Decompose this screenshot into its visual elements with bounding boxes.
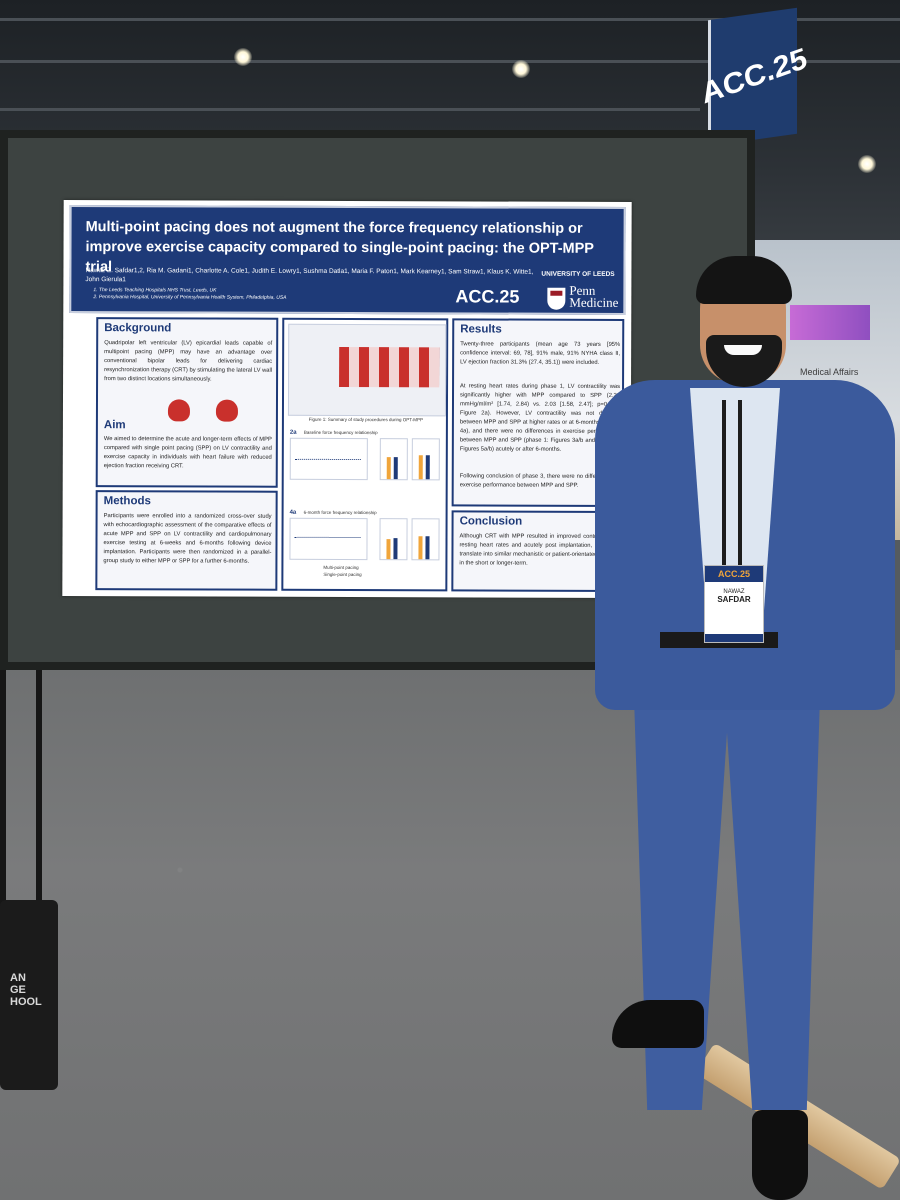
affiliation-2: 2. Pennsylvania Hospital, University of … — [93, 294, 287, 301]
fig2-title: Baseline force frequency relationship — [303, 429, 378, 436]
bar-mark — [425, 455, 430, 480]
acc-hanging-sign: ACC.25 — [698, 7, 810, 147]
bar-mark — [418, 536, 423, 560]
background-heading: Background — [104, 322, 172, 335]
badge-first-name: NAWAZ — [723, 589, 745, 595]
ceiling-truss — [0, 60, 900, 63]
results-heading: Results — [460, 323, 502, 336]
ceiling-truss — [0, 18, 900, 21]
ceiling-light — [512, 60, 530, 78]
fig5b-bar-chart — [411, 518, 440, 561]
badge-lanyard — [722, 400, 742, 568]
poster-affiliations: 1. The Leeds Teaching Hospitals NHS Trus… — [93, 287, 453, 302]
fig3b-bar-chart — [411, 438, 440, 481]
background-sign: Medical Affairs — [800, 367, 859, 377]
fig5a-bar-chart — [379, 518, 408, 561]
bar-mark — [386, 457, 391, 480]
bar-mark — [386, 539, 391, 560]
bar-mark — [425, 536, 430, 560]
conference-logo: ACC.25 — [455, 286, 520, 307]
methods-box: Methods Participants were enrolled into … — [95, 490, 278, 591]
figures-box: Figure 1: Summary of study procedures du… — [281, 317, 449, 592]
procedure-hearts — [339, 346, 440, 388]
heart-icon — [215, 399, 238, 422]
fig4-title: 6-month force frequency relationship — [303, 509, 377, 516]
fig4-line-chart — [289, 517, 368, 561]
legend-spp: Single-point pacing — [323, 571, 362, 578]
bar-mark — [393, 538, 398, 560]
fig2-series-line — [294, 458, 361, 461]
poster-authors: Nawaz Z. Safdar1,2, Ria M. Gadani1, Char… — [85, 267, 534, 284]
heart-icon — [167, 399, 190, 422]
badge-event: ACC.25 — [705, 566, 763, 582]
background-box: Background Quadripolar left ventricular … — [95, 317, 279, 488]
acc-sign-text: ACC.25 — [698, 42, 810, 111]
aim-heading: Aim — [103, 419, 126, 432]
tote-bag: AN GE HOOL — [0, 900, 58, 1090]
badge-last-name: SAFDAR — [717, 595, 751, 604]
fig4-label: 4a — [289, 509, 297, 516]
poster-header: Multi-point pacing does not augment the … — [69, 205, 626, 315]
penn-medicine-logo: Penn Medicine — [569, 282, 619, 310]
ceiling-truss — [0, 108, 700, 111]
exhibit-banner — [790, 305, 870, 340]
ceiling-light — [234, 48, 252, 66]
ceiling-light — [858, 155, 876, 173]
presenter-hair — [696, 256, 792, 304]
bag-text: AN GE HOOL — [10, 972, 42, 1008]
aim-text: We aimed to determine the acute and long… — [103, 436, 272, 470]
methods-heading: Methods — [103, 495, 151, 508]
presenter-smile — [724, 345, 762, 355]
penn-shield-icon — [547, 287, 566, 310]
university-logo-text: UNIVERSITY OF LEEDS — [541, 270, 615, 278]
methods-text: Participants were enrolled into a random… — [103, 513, 272, 565]
results-text-1: Twenty-three participants (mean age 73 y… — [460, 341, 621, 366]
fig2-line-chart — [289, 437, 368, 481]
figure1-caption: Figure 1: Summary of study procedures du… — [308, 416, 424, 423]
fig4-series-line — [294, 536, 361, 539]
fig2-label: 2a — [289, 429, 297, 436]
board-stand — [0, 670, 42, 930]
bar-mark — [418, 455, 423, 480]
fig3a-bar-chart — [379, 438, 408, 481]
badge-footer — [705, 634, 763, 642]
presenter-shoe-right — [752, 1110, 808, 1200]
bar-mark — [393, 457, 398, 480]
study-procedure-figure — [287, 323, 447, 417]
conclusion-heading: Conclusion — [459, 515, 523, 528]
conference-badge: ACC.25 NAWAZ SAFDAR — [704, 565, 764, 643]
legend-mpp: Multi-point pacing — [323, 564, 359, 571]
badge-name: NAWAZ SAFDAR — [705, 588, 763, 604]
research-poster: Multi-point pacing does not augment the … — [62, 200, 632, 598]
background-text: Quadripolar left ventricular (LV) epicar… — [104, 340, 273, 383]
presenter-shoe-left — [612, 1000, 704, 1048]
